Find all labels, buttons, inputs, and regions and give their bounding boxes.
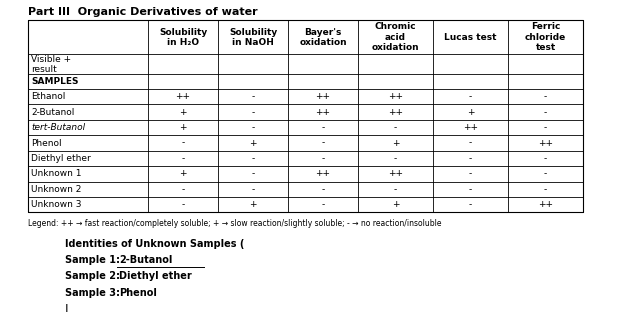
Text: -: - bbox=[544, 154, 547, 163]
Text: +: + bbox=[179, 108, 187, 117]
Text: -: - bbox=[252, 123, 255, 132]
Text: Sample 3:: Sample 3: bbox=[65, 288, 123, 298]
Text: +: + bbox=[179, 123, 187, 132]
Text: Unknown 2: Unknown 2 bbox=[31, 185, 81, 194]
Text: -: - bbox=[394, 123, 397, 132]
Text: ++: ++ bbox=[463, 123, 478, 132]
Text: Chromic
acid
oxidation: Chromic acid oxidation bbox=[372, 22, 419, 52]
Text: -: - bbox=[544, 169, 547, 178]
Text: -: - bbox=[321, 185, 325, 194]
Text: -: - bbox=[544, 123, 547, 132]
Text: -: - bbox=[182, 154, 185, 163]
Text: ++: ++ bbox=[175, 92, 190, 101]
Text: Unknown 3: Unknown 3 bbox=[31, 200, 81, 209]
Text: Solubility
in H₂O: Solubility in H₂O bbox=[159, 27, 207, 47]
Text: -: - bbox=[544, 92, 547, 101]
Text: Sample 1:: Sample 1: bbox=[65, 255, 126, 265]
Text: Phenol: Phenol bbox=[31, 139, 61, 148]
Text: +: + bbox=[392, 139, 399, 148]
Text: -: - bbox=[252, 92, 255, 101]
Text: ++: ++ bbox=[538, 200, 553, 209]
Text: ++: ++ bbox=[388, 92, 403, 101]
Text: SAMPLES: SAMPLES bbox=[31, 77, 78, 86]
Text: -: - bbox=[469, 92, 472, 101]
Text: Ethanol: Ethanol bbox=[31, 92, 65, 101]
Text: -: - bbox=[321, 200, 325, 209]
Text: -: - bbox=[469, 200, 472, 209]
Text: +: + bbox=[179, 169, 187, 178]
Text: ++: ++ bbox=[316, 169, 331, 178]
Text: +: + bbox=[392, 200, 399, 209]
Text: Legend: ++ → fast reaction/completely soluble; + → slow reaction/slightly solubl: Legend: ++ → fast reaction/completely so… bbox=[28, 219, 441, 228]
Text: Lucas test: Lucas test bbox=[444, 33, 497, 42]
Text: +: + bbox=[249, 139, 257, 148]
Text: ++: ++ bbox=[388, 108, 403, 117]
Text: 2-Butanol: 2-Butanol bbox=[119, 255, 172, 265]
Text: Identities of Unknown Samples (: Identities of Unknown Samples ( bbox=[65, 239, 244, 249]
Text: -: - bbox=[252, 154, 255, 163]
Text: -: - bbox=[252, 169, 255, 178]
Text: -: - bbox=[182, 139, 185, 148]
Text: Bayer's
oxidation: Bayer's oxidation bbox=[299, 27, 347, 47]
Text: Unknown 1: Unknown 1 bbox=[31, 169, 81, 178]
Text: Ferric
chloride
test: Ferric chloride test bbox=[525, 22, 566, 52]
Text: Solubility
in NaOH: Solubility in NaOH bbox=[229, 27, 277, 47]
Text: ++: ++ bbox=[538, 139, 553, 148]
Text: Phenol: Phenol bbox=[119, 288, 157, 298]
Text: -: - bbox=[469, 185, 472, 194]
Text: Part III  Organic Derivatives of water: Part III Organic Derivatives of water bbox=[28, 7, 258, 17]
Text: -: - bbox=[469, 139, 472, 148]
Text: Sample 2:: Sample 2: bbox=[65, 271, 123, 281]
Text: -: - bbox=[321, 123, 325, 132]
Text: +: + bbox=[249, 200, 257, 209]
Text: 2-Butanol: 2-Butanol bbox=[31, 108, 74, 117]
Text: -: - bbox=[394, 154, 397, 163]
Text: -: - bbox=[321, 154, 325, 163]
Text: +: + bbox=[467, 108, 475, 117]
Text: Visible +
result: Visible + result bbox=[31, 55, 71, 74]
Bar bbox=[28, 20, 583, 212]
Text: -: - bbox=[544, 185, 547, 194]
Text: -: - bbox=[544, 108, 547, 117]
Text: ++: ++ bbox=[388, 169, 403, 178]
Text: ++: ++ bbox=[316, 108, 331, 117]
Text: Diethyl ether: Diethyl ether bbox=[119, 271, 192, 281]
Text: -: - bbox=[469, 169, 472, 178]
Text: -: - bbox=[252, 108, 255, 117]
Text: -: - bbox=[182, 185, 185, 194]
Text: -: - bbox=[182, 200, 185, 209]
Text: Diethyl ether: Diethyl ether bbox=[31, 154, 91, 163]
Text: tert-Butanol: tert-Butanol bbox=[31, 123, 85, 132]
Text: -: - bbox=[469, 154, 472, 163]
Text: |: | bbox=[65, 304, 69, 312]
Text: -: - bbox=[321, 139, 325, 148]
Text: -: - bbox=[394, 185, 397, 194]
Text: -: - bbox=[252, 185, 255, 194]
Text: ++: ++ bbox=[316, 92, 331, 101]
